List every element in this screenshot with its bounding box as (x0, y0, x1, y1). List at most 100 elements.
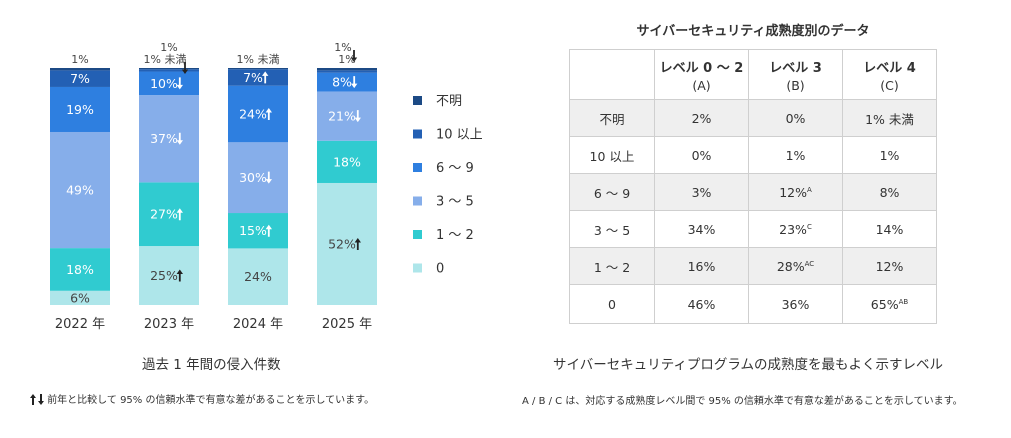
bar-value-label: 18% (333, 154, 361, 169)
maturity-table: レベル 0 ～ 2 (A) レベル 3 (B) レベル 4 (C) 不明 2% 0% … (569, 49, 937, 324)
bar-segment (228, 69, 288, 86)
table-corner-cell (569, 49, 655, 100)
table-row: 6 ～ 9 3% 12%A 8% (569, 173, 937, 211)
table-cell: 36% (748, 284, 843, 324)
bar-segment (228, 142, 288, 214)
legend-label: 1 ～ 2 (436, 228, 474, 243)
legend-label: 3 ～ 5 (436, 195, 474, 210)
bar-value-label: 6% (70, 290, 90, 305)
bar-value-label: 27% (150, 207, 178, 222)
bar-segment (317, 140, 377, 183)
table-title: サイバーセキュリティ成熟度別のデータ (636, 24, 870, 39)
up-arrow-icon (265, 107, 272, 120)
table-cell: 8% (842, 173, 937, 211)
chart-caption: 過去 1 年間の侵入件数 (142, 357, 281, 373)
bar-segment (228, 248, 288, 305)
row-label: 0 (569, 284, 655, 324)
down-arrow-icon (265, 171, 272, 184)
bar-segment (317, 182, 377, 305)
down-arrow-icon (176, 77, 183, 90)
up-arrow-icon (354, 237, 361, 250)
table-cell: 28%AC (748, 247, 843, 285)
row-label: 6 ～ 9 (569, 173, 655, 211)
bar-value-label: 21% (328, 109, 356, 124)
table-header-level-3: レベル 3 (B) (748, 49, 843, 100)
up-arrow-icon (262, 71, 269, 84)
bar-segment (139, 182, 199, 247)
bar-segment (139, 68, 199, 70)
bar-segment (139, 71, 199, 96)
legend-swatch (413, 196, 422, 206)
bar-value-label: 1% (71, 53, 88, 66)
table-row: 3 ～ 5 34% 23%C 14% (569, 210, 937, 248)
table-cell: 0% (654, 136, 749, 174)
table-cell: 12% (842, 247, 937, 285)
table-cell: 1% (842, 136, 937, 174)
bar-value-label: 25% (150, 268, 178, 283)
table-cell: 0% (748, 99, 843, 137)
bar-value-label: 37% (150, 131, 178, 146)
row-label: 3 ～ 5 (569, 210, 655, 248)
legend-label: 0 (436, 262, 444, 277)
legend-label: 10 以上 (436, 128, 483, 143)
table-cell: 2% (654, 99, 749, 137)
x-tick-label: 2024 年 (233, 317, 283, 332)
down-arrow-icon (351, 76, 358, 89)
bar-segment (50, 86, 110, 132)
bar-value-label: 24% (244, 269, 272, 284)
table-cell: 46% (654, 284, 749, 324)
bar-value-label: 30% (239, 170, 267, 185)
bar-segment (139, 95, 199, 183)
bar-segment (317, 72, 377, 92)
x-tick-label: 2022 年 (55, 317, 105, 332)
down-arrow-icon (350, 50, 358, 62)
table-row: 不明 2% 0% 1% 未満 (569, 99, 937, 137)
bar-value-label: 7% (243, 70, 263, 85)
table-caption: サイバーセキュリティプログラムの成熟度を最もよく示すレベル (553, 357, 944, 373)
bar-value-label: 49% (66, 183, 94, 198)
x-tick-label: 2025 年 (322, 317, 372, 332)
bar-value-label: 18% (66, 262, 94, 277)
chart-footnote: 前年と比較して 95% の信頼水準で有意な差があることを示しています。 (30, 391, 374, 406)
legend-swatch (413, 163, 422, 172)
bar-segment (50, 70, 110, 87)
bar-segment (317, 68, 377, 71)
table-cell: 12%A (748, 173, 843, 211)
down-arrow-icon (181, 62, 189, 74)
table-row: 10 以上 0% 1% 1% (569, 136, 937, 174)
bar-segment (139, 69, 199, 72)
up-down-arrows-icon (30, 394, 44, 405)
table-cell: 3% (654, 173, 749, 211)
down-arrow-icon (176, 132, 183, 145)
bar-segment (228, 213, 288, 249)
legend-swatch (413, 230, 422, 239)
up-arrow-icon (176, 208, 183, 221)
x-tick-label: 2023 年 (144, 317, 194, 332)
stacked-bar-chart: 6%18%49%19%7%1%2022 年25%27%37%10%1%1% 未満… (50, 41, 483, 332)
table-header-level-0-2: レベル 0 ～ 2 (A) (654, 49, 749, 100)
down-arrow-icon (354, 110, 361, 123)
legend-label: 不明 (436, 94, 462, 109)
table-cell: 1% (748, 136, 843, 174)
bar-value-label: 19% (66, 102, 94, 117)
bar-segment (50, 290, 110, 305)
chart-footnote-text: 前年と比較して 95% の信頼水準で有意な差があることを示しています。 (47, 395, 375, 406)
table-row: 0 46% 36% 65%AB (569, 284, 937, 324)
bar-segment (317, 70, 377, 73)
legend-swatch (413, 129, 422, 139)
table-cell: 16% (654, 247, 749, 285)
bar-value-label: 8% (332, 75, 352, 90)
bar-segment (139, 246, 199, 305)
bar-value-label: 1% (334, 41, 351, 54)
bar-segment (228, 85, 288, 143)
bar-value-label: 52% (328, 236, 356, 251)
bar-value-label: 1% (160, 41, 177, 54)
row-label: 1 ～ 2 (569, 247, 655, 285)
table-header-row: レベル 0 ～ 2 (A) レベル 3 (B) レベル 4 (C) (569, 49, 937, 100)
bar-value-label: 15% (239, 223, 267, 238)
legend-label: 6 ～ 9 (436, 161, 474, 176)
bar-segment (317, 91, 377, 141)
bar-segment (50, 131, 110, 249)
bar-value-label: 1% (338, 53, 355, 66)
row-label: 10 以上 (569, 136, 655, 174)
